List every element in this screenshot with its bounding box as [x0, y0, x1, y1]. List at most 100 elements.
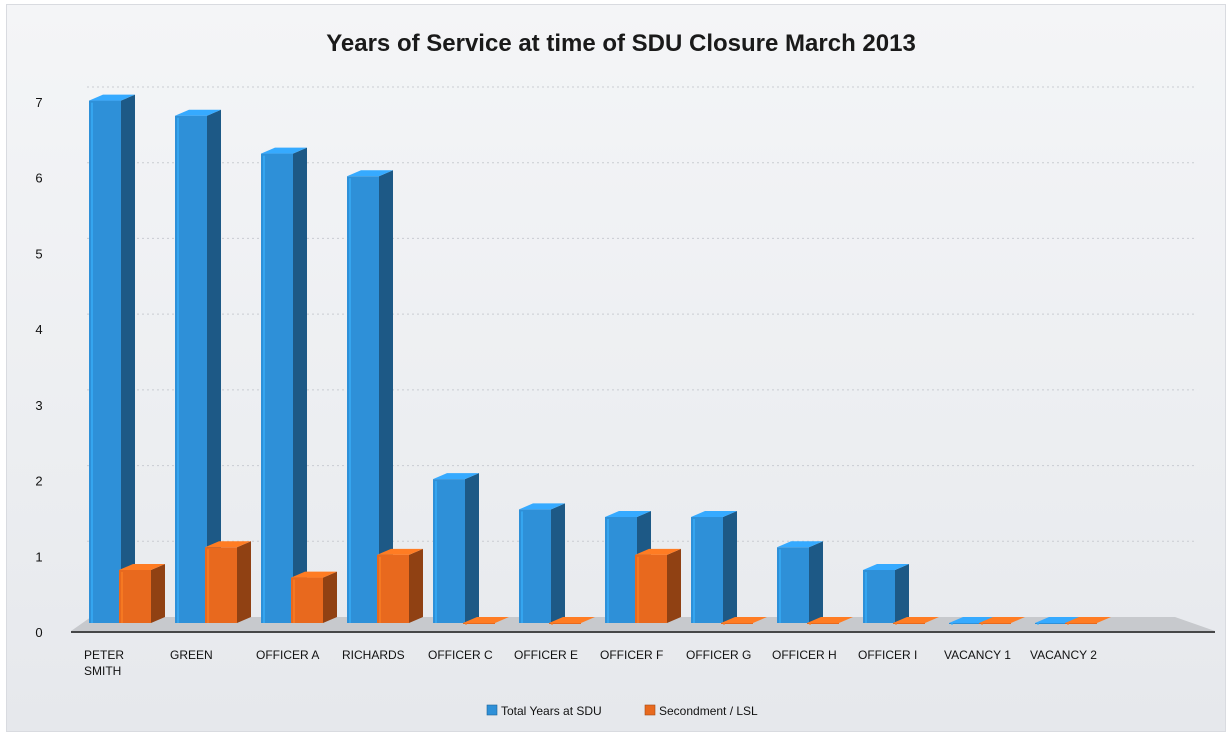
bar-top [777, 541, 823, 548]
bar-top [175, 109, 221, 116]
bar-front [635, 554, 667, 623]
bar-front [119, 570, 151, 623]
x-category-label: PETER [84, 648, 124, 662]
bar-front [175, 115, 207, 623]
bar-front [1035, 623, 1067, 624]
y-tick-label: 6 [35, 171, 42, 186]
bar-side [723, 511, 737, 623]
bar-side [409, 548, 423, 623]
y-tick-label: 1 [35, 549, 42, 564]
bar-side [207, 109, 221, 623]
chart-frame: Years of Service at time of SDU Closure … [6, 4, 1226, 732]
bar-side [809, 541, 823, 623]
bar-side [551, 503, 565, 623]
y-axis-ticks: 0 1 2 3 4 5 6 7 [35, 95, 42, 640]
bar-front [949, 623, 981, 624]
bar-front [433, 479, 465, 623]
bar-top [519, 503, 565, 510]
bar-side [895, 564, 909, 623]
bar-top [635, 548, 681, 555]
bar-secondment [979, 617, 1025, 625]
bar-side [151, 564, 165, 623]
bar-front [1065, 623, 1097, 624]
y-tick-label: 0 [35, 625, 42, 640]
bar-secondment [1065, 617, 1111, 625]
bar-secondment [119, 564, 165, 623]
bar-front [549, 623, 581, 624]
bar-front [863, 570, 895, 623]
bar-top [1065, 617, 1111, 623]
bar-secondment [635, 548, 681, 623]
bar-total-years [261, 147, 307, 624]
gridlines [87, 86, 1195, 542]
bar-side [667, 548, 681, 623]
bar-front [519, 509, 551, 623]
bar-top [205, 541, 251, 548]
y-tick-label: 4 [35, 322, 42, 337]
x-category-label: VACANCY 2 [1030, 648, 1097, 662]
bar-front [89, 100, 121, 624]
bar-top [291, 571, 337, 578]
bar-side [293, 147, 307, 624]
bar-total-years [691, 511, 737, 623]
x-category-label: OFFICER H [772, 648, 837, 662]
x-category-label: RICHARDS [342, 648, 405, 662]
x-category-label: OFFICER F [600, 648, 663, 662]
bar-front [721, 623, 753, 624]
x-category-label: SMITH [84, 664, 121, 678]
bar-front [205, 547, 237, 623]
bar-secondment [893, 617, 939, 625]
bar-front [605, 517, 637, 623]
bar-total-years [863, 564, 909, 623]
bar-top [119, 564, 165, 570]
legend-swatch [644, 704, 656, 716]
bar-chart: Years of Service at time of SDU Closure … [35, 30, 1215, 718]
y-tick-label: 5 [35, 246, 42, 261]
legend[interactable]: Total Years at SDU Secondment / LSL [486, 704, 758, 718]
bar-top [89, 94, 135, 101]
bar-total-years [89, 94, 135, 624]
bars [89, 94, 1111, 625]
bar-top [979, 617, 1025, 623]
bar-top [549, 617, 595, 623]
bar-top [347, 170, 393, 177]
bar-secondment [377, 548, 423, 623]
bar-top [261, 147, 307, 154]
bar-secondment [463, 617, 509, 625]
bar-top [807, 617, 853, 623]
bar-total-years [433, 473, 479, 623]
chart-title: Years of Service at time of SDU Closure … [326, 30, 916, 57]
bar-side [379, 170, 393, 624]
bar-top [863, 564, 909, 570]
bar-side [465, 473, 479, 623]
bar-side [237, 541, 251, 623]
x-category-label: OFFICER A [256, 648, 319, 662]
x-axis-categories: PETER SMITH GREEN OFFICER A RICHARDS OFFICER … [84, 648, 1097, 678]
x-category-label: VACANCY 1 [944, 648, 1011, 662]
y-tick-label: 3 [35, 398, 42, 413]
bar-front [893, 623, 925, 624]
bar-secondment [549, 617, 595, 625]
legend-swatch [486, 704, 498, 716]
bar-top [377, 548, 423, 555]
legend-label: Secondment / LSL [659, 704, 758, 718]
bar-front [691, 517, 723, 623]
y-tick-label: 7 [35, 95, 42, 110]
bar-front [291, 577, 323, 623]
bar-total-years [519, 503, 565, 623]
x-category-label: OFFICER E [514, 648, 578, 662]
bar-front [261, 153, 293, 624]
bar-total-years [347, 170, 393, 624]
bar-top [605, 511, 651, 517]
bar-top [463, 617, 509, 623]
bar-total-years [777, 541, 823, 623]
bar-side [323, 571, 337, 623]
x-category-label: GREEN [170, 648, 213, 662]
x-category-label: OFFICER G [686, 648, 751, 662]
bar-top [433, 473, 479, 480]
bar-front [807, 623, 839, 624]
bar-front [347, 176, 379, 624]
bar-side [121, 94, 135, 624]
bar-front [777, 547, 809, 623]
bar-top [893, 617, 939, 623]
